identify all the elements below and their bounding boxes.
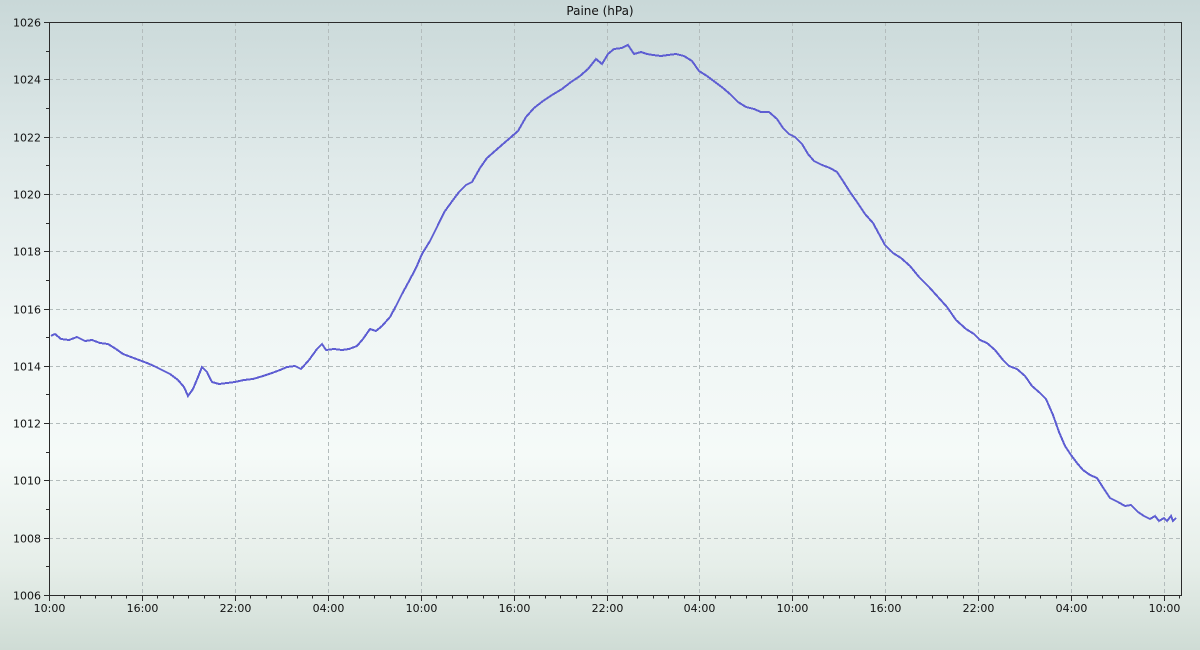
y-tick-label: 1012 — [13, 418, 41, 431]
y-tick-label: 1018 — [13, 246, 41, 259]
y-tick-label: 1024 — [13, 74, 41, 87]
x-tick-label: 16:00 — [870, 602, 902, 615]
y-tick-label: 1022 — [13, 132, 41, 145]
x-tick-label: 16:00 — [127, 602, 159, 615]
y-tick-label: 1020 — [13, 189, 41, 202]
x-tick-label: 10:00 — [406, 602, 438, 615]
x-tick-label: 04:00 — [684, 602, 716, 615]
y-tick-label: 1010 — [13, 475, 41, 488]
y-tick-label: 1016 — [13, 304, 41, 317]
x-tick-label: 22:00 — [592, 602, 624, 615]
x-tick-label: 22:00 — [963, 602, 995, 615]
x-tick-label: 04:00 — [1056, 602, 1088, 615]
y-tick-label: 1014 — [13, 361, 41, 374]
x-tick-label: 10:00 — [777, 602, 809, 615]
y-tick-label: 1026 — [13, 17, 41, 30]
chart-frame — [49, 22, 1182, 596]
chart-title: Paine (hPa) — [566, 4, 634, 18]
x-tick-label: 10:00 — [34, 602, 66, 615]
pressure-line — [50, 43, 1177, 523]
x-tick-label: 10:00 — [1149, 602, 1181, 615]
x-tick-label: 22:00 — [220, 602, 252, 615]
x-tick-label: 16:00 — [499, 602, 531, 615]
y-tick-label: 1008 — [13, 533, 41, 546]
y-tick-label: 1006 — [13, 590, 41, 603]
x-tick-label: 04:00 — [313, 602, 345, 615]
